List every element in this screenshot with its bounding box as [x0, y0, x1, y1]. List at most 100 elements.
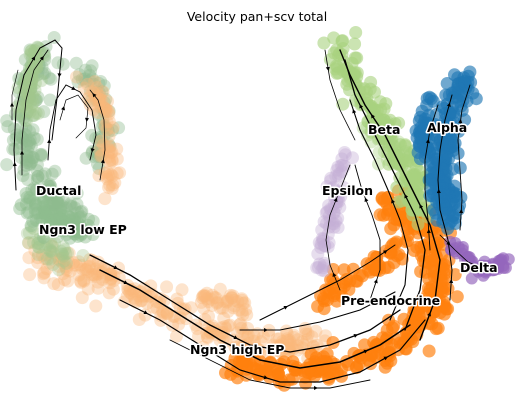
cell-point	[23, 157, 37, 170]
cell-point	[443, 105, 457, 119]
cell-point	[60, 263, 74, 277]
cell-point	[73, 218, 87, 232]
cell-point	[45, 167, 59, 181]
cell-point	[314, 289, 328, 303]
cell-point	[195, 291, 209, 305]
cell-point	[315, 231, 329, 245]
cell-point	[95, 272, 109, 286]
cell-point	[105, 153, 119, 167]
cell-point	[232, 303, 246, 317]
cell-point	[436, 162, 450, 176]
cell-point	[35, 206, 49, 220]
cell-point	[23, 82, 37, 96]
cell-point	[38, 252, 52, 266]
label-ngn3-low-ep: Ngn3 low EP	[39, 222, 127, 237]
cell-point	[221, 293, 235, 307]
cell-point	[23, 136, 37, 150]
cell-point	[125, 287, 139, 301]
cell-point	[378, 360, 392, 374]
cell-point	[85, 59, 99, 73]
cell-point	[61, 246, 75, 260]
cell-point	[50, 194, 64, 208]
cell-point	[81, 260, 95, 274]
cell-point	[59, 247, 73, 261]
cell-point	[92, 169, 106, 183]
cell-point	[280, 327, 294, 341]
cell-point	[377, 121, 391, 135]
cell-point	[28, 181, 41, 195]
cell-point	[317, 259, 331, 272]
velocity-streamline	[424, 104, 439, 251]
cell-point	[23, 91, 37, 104]
stream-arrowhead	[371, 114, 375, 119]
cell-point	[47, 31, 61, 44]
cell-point	[14, 137, 28, 150]
cell-point	[122, 284, 136, 298]
cell-point	[89, 93, 103, 107]
cell-point	[129, 295, 143, 309]
cell-point	[100, 172, 114, 186]
stream-arrowhead	[449, 279, 454, 284]
cell-point	[65, 212, 79, 226]
cell-point	[72, 268, 86, 282]
cell-point	[331, 169, 345, 183]
stream-arrowhead	[397, 295, 401, 300]
cell-point	[426, 264, 440, 278]
stream-arrowhead	[85, 117, 89, 122]
cell-point	[62, 218, 76, 232]
cell-point	[102, 129, 116, 143]
cell-point	[282, 333, 296, 347]
cell-point	[21, 134, 35, 148]
velocity-streamline	[89, 254, 401, 353]
streamline-path	[325, 164, 351, 291]
cell-point	[71, 216, 84, 230]
cell-point	[458, 76, 471, 90]
cell-point	[24, 77, 38, 91]
cell-point	[27, 108, 41, 122]
cell-point	[44, 72, 58, 86]
cell-point	[166, 318, 180, 332]
cell-point	[14, 130, 28, 144]
cell-point	[29, 213, 43, 227]
velocity-streamline	[457, 84, 471, 231]
cell-point	[81, 218, 95, 232]
stream-arrowhead	[71, 86, 76, 90]
cell-point	[87, 87, 101, 101]
cell-point	[42, 71, 56, 85]
cell-point	[0, 114, 14, 128]
cell-point	[56, 193, 70, 207]
cell-point	[68, 211, 82, 225]
cell-point	[55, 213, 69, 226]
cell-point	[54, 212, 68, 226]
cell-point	[235, 292, 249, 306]
cell-point	[55, 247, 69, 261]
cell-point	[52, 263, 66, 277]
cell-point	[24, 219, 38, 233]
cell-point	[105, 123, 119, 137]
cell-point	[19, 187, 33, 200]
cell-point	[172, 317, 186, 331]
cluster-ductal-points	[0, 31, 89, 244]
cell-point	[80, 262, 93, 276]
cell-point	[7, 122, 21, 136]
cell-point	[310, 261, 324, 275]
cell-point	[36, 267, 50, 281]
cell-point	[23, 158, 37, 172]
cell-point	[89, 299, 103, 313]
cell-point	[227, 294, 241, 307]
cell-point	[102, 137, 116, 151]
cell-point	[301, 327, 315, 341]
cell-point	[273, 344, 286, 358]
cell-point	[31, 41, 45, 55]
cell-point	[157, 294, 171, 308]
cell-point	[17, 76, 31, 90]
cell-point	[76, 262, 90, 276]
cell-point	[227, 299, 241, 313]
cell-point	[314, 241, 328, 254]
cell-point	[274, 345, 288, 359]
cell-point	[105, 145, 119, 159]
cell-points-layer	[0, 26, 515, 392]
cell-point	[44, 236, 58, 250]
cell-point	[65, 200, 79, 213]
cell-point	[97, 138, 111, 152]
